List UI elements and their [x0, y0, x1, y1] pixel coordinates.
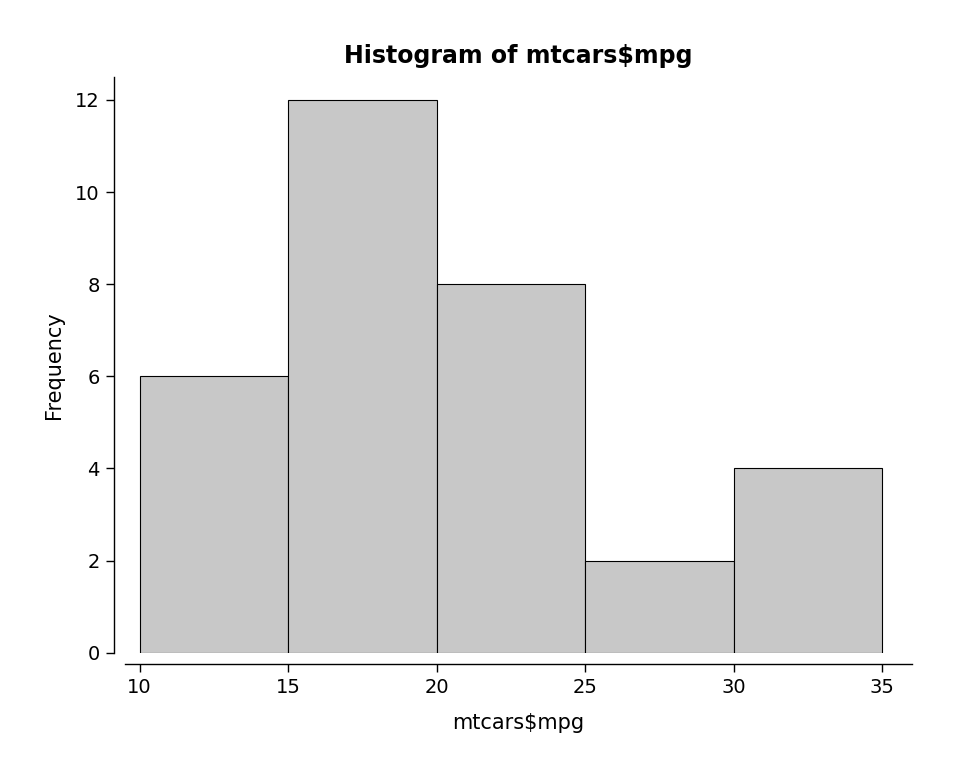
Title: Histogram of mtcars$mpg: Histogram of mtcars$mpg: [344, 44, 693, 68]
Bar: [586, 561, 733, 653]
Bar: [437, 284, 586, 653]
Y-axis label: Frequency: Frequency: [44, 311, 64, 419]
Bar: [139, 376, 288, 653]
Bar: [288, 100, 437, 653]
X-axis label: mtcars$mpg: mtcars$mpg: [452, 713, 585, 733]
Bar: [733, 468, 882, 653]
